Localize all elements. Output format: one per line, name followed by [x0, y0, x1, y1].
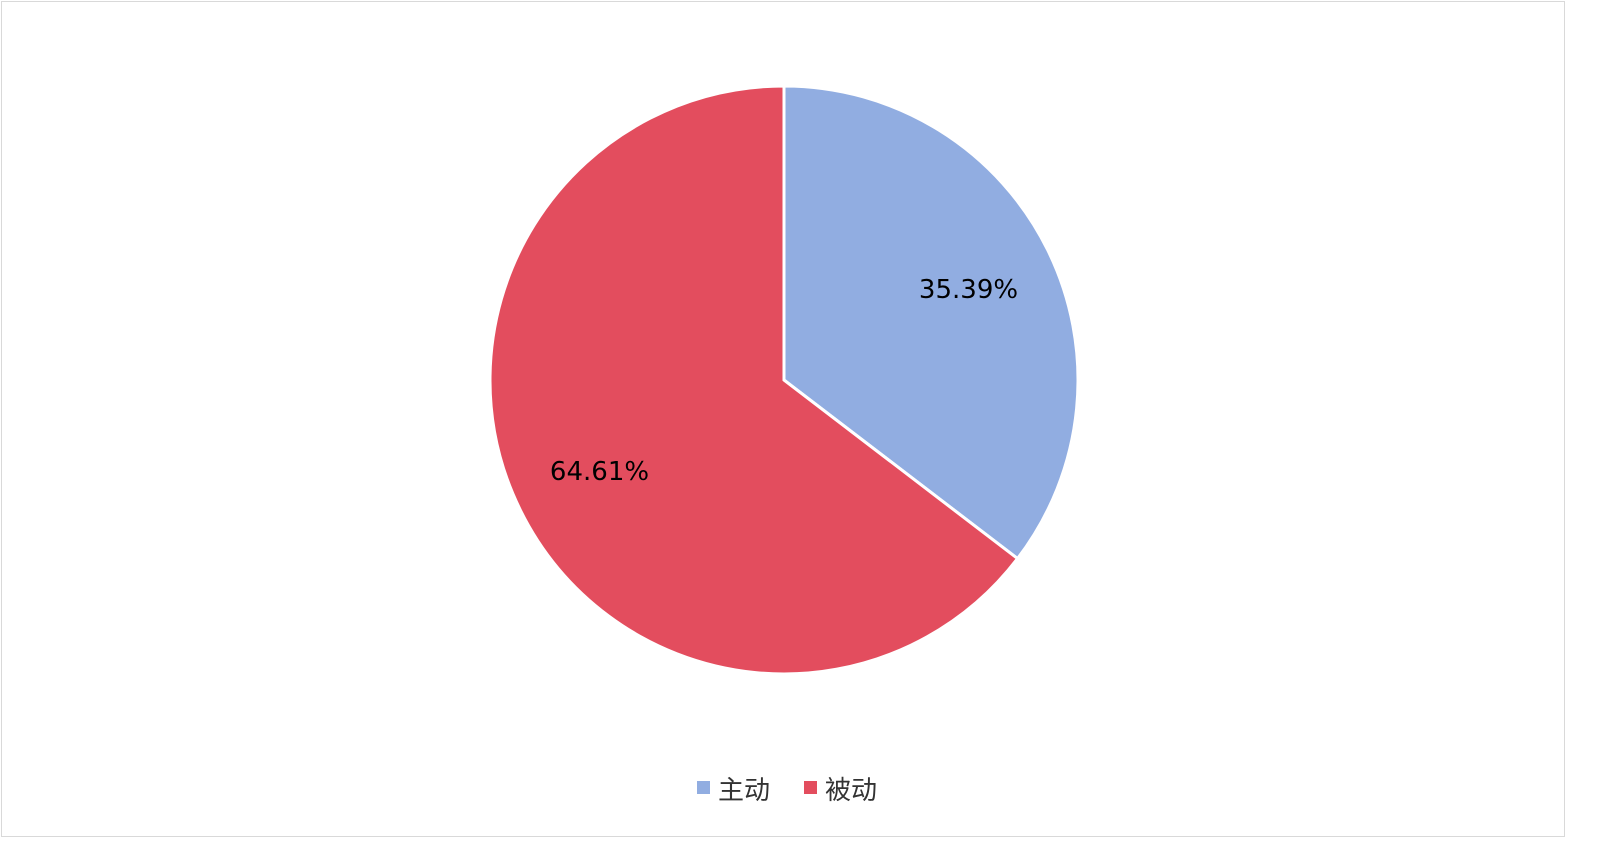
legend-swatch-0: [697, 781, 710, 794]
data-label-1: 64.61%: [550, 457, 649, 487]
pie-slice-0: [782, 84, 1080, 561]
legend-label-1: 被动: [825, 776, 877, 806]
legend-swatch-1: [804, 781, 817, 794]
data-label-0: 35.39%: [919, 275, 1018, 305]
pie-slice-1: [488, 84, 1020, 676]
legend-label-0: 主动: [718, 776, 770, 806]
chart-frame: [1, 1, 1565, 837]
